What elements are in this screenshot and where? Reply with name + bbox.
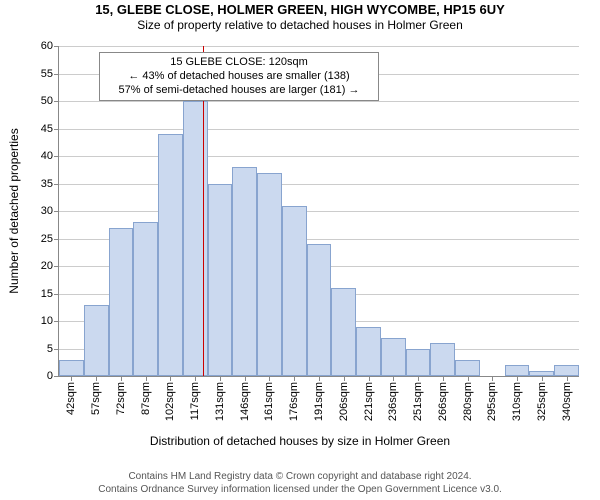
histogram-bar <box>554 365 579 376</box>
xtick-mark <box>468 376 469 381</box>
xtick-mark <box>96 376 97 381</box>
histogram-bar <box>59 360 84 377</box>
xtick-mark <box>170 376 171 381</box>
histogram-bar <box>331 288 356 376</box>
grid-line <box>59 129 579 130</box>
histogram-bar <box>307 244 332 376</box>
xtick-label: 161sqm <box>263 382 275 421</box>
histogram-bar <box>406 349 431 377</box>
xtick-label: 221sqm <box>363 382 375 421</box>
grid-line <box>59 156 579 157</box>
histogram-bar <box>455 360 480 377</box>
ytick-label: 60 <box>41 40 59 52</box>
xtick-label: 87sqm <box>140 382 152 415</box>
y-axis-label: Number of detached properties <box>7 128 21 293</box>
chart-subtitle: Size of property relative to detached ho… <box>0 18 600 34</box>
histogram-bar <box>109 228 134 377</box>
histogram-bar <box>232 167 257 376</box>
histogram-bar <box>381 338 406 377</box>
xtick-mark <box>517 376 518 381</box>
x-axis-label: Distribution of detached houses by size … <box>0 434 600 448</box>
xtick-mark <box>567 376 568 381</box>
xtick-mark <box>269 376 270 381</box>
chart-title: 15, GLEBE CLOSE, HOLMER GREEN, HIGH WYCO… <box>0 0 600 18</box>
ytick-label: 10 <box>41 315 59 327</box>
ytick-label: 50 <box>41 95 59 107</box>
xtick-label: 146sqm <box>239 382 251 421</box>
ytick-label: 5 <box>47 343 59 355</box>
xtick-label: 266sqm <box>437 382 449 421</box>
xtick-label: 57sqm <box>90 382 102 415</box>
histogram-bar <box>133 222 158 376</box>
histogram-bar <box>183 101 208 376</box>
xtick-mark <box>195 376 196 381</box>
histogram-bar <box>505 365 530 376</box>
xtick-label: 131sqm <box>214 382 226 421</box>
xtick-mark <box>294 376 295 381</box>
xtick-label: 340sqm <box>561 382 573 421</box>
grid-line <box>59 184 579 185</box>
footer: Contains HM Land Registry data © Crown c… <box>0 471 600 496</box>
histogram-bar <box>356 327 381 377</box>
ytick-label: 45 <box>41 123 59 135</box>
xtick-label: 310sqm <box>511 382 523 421</box>
xtick-label: 251sqm <box>412 382 424 421</box>
annotation-box: 15 GLEBE CLOSE: 120sqm← 43% of detached … <box>99 52 379 101</box>
xtick-label: 236sqm <box>387 382 399 421</box>
histogram-bar <box>208 184 233 377</box>
xtick-label: 191sqm <box>313 382 325 421</box>
histogram-bar <box>84 305 109 377</box>
xtick-label: 42sqm <box>65 382 77 415</box>
xtick-mark <box>369 376 370 381</box>
grid-line <box>59 46 579 47</box>
histogram-bar <box>282 206 307 377</box>
xtick-label: 206sqm <box>338 382 350 421</box>
xtick-mark <box>492 376 493 381</box>
xtick-label: 102sqm <box>164 382 176 421</box>
xtick-mark <box>146 376 147 381</box>
xtick-mark <box>393 376 394 381</box>
ytick-label: 30 <box>41 205 59 217</box>
xtick-label: 176sqm <box>288 382 300 421</box>
ytick-label: 55 <box>41 68 59 80</box>
xtick-mark <box>542 376 543 381</box>
ytick-label: 15 <box>41 288 59 300</box>
histogram-bar <box>158 134 183 376</box>
xtick-label: 280sqm <box>462 382 474 421</box>
plot-area: 05101520253035404550556042sqm57sqm72sqm8… <box>58 46 579 377</box>
xtick-label: 295sqm <box>486 382 498 421</box>
xtick-mark <box>71 376 72 381</box>
ytick-label: 0 <box>47 370 59 382</box>
histogram-bar <box>257 173 282 377</box>
grid-line <box>59 211 579 212</box>
ytick-label: 20 <box>41 260 59 272</box>
xtick-mark <box>245 376 246 381</box>
xtick-mark <box>319 376 320 381</box>
xtick-mark <box>220 376 221 381</box>
ytick-label: 35 <box>41 178 59 190</box>
xtick-label: 72sqm <box>115 382 127 415</box>
xtick-label: 117sqm <box>189 382 201 420</box>
xtick-label: 325sqm <box>536 382 548 421</box>
ytick-label: 40 <box>41 150 59 162</box>
xtick-mark <box>344 376 345 381</box>
ytick-label: 25 <box>41 233 59 245</box>
annotation-line: 57% of semi-detached houses are larger (… <box>106 84 372 98</box>
xtick-mark <box>121 376 122 381</box>
histogram-bar <box>430 343 455 376</box>
annotation-line: 15 GLEBE CLOSE: 120sqm <box>106 56 372 70</box>
annotation-line: ← 43% of detached houses are smaller (13… <box>106 70 372 84</box>
chart-container: 15, GLEBE CLOSE, HOLMER GREEN, HIGH WYCO… <box>0 0 600 500</box>
footer-line-2: Contains Ordnance Survey information lic… <box>0 484 600 497</box>
footer-line-1: Contains HM Land Registry data © Crown c… <box>0 471 600 484</box>
xtick-mark <box>443 376 444 381</box>
xtick-mark <box>418 376 419 381</box>
